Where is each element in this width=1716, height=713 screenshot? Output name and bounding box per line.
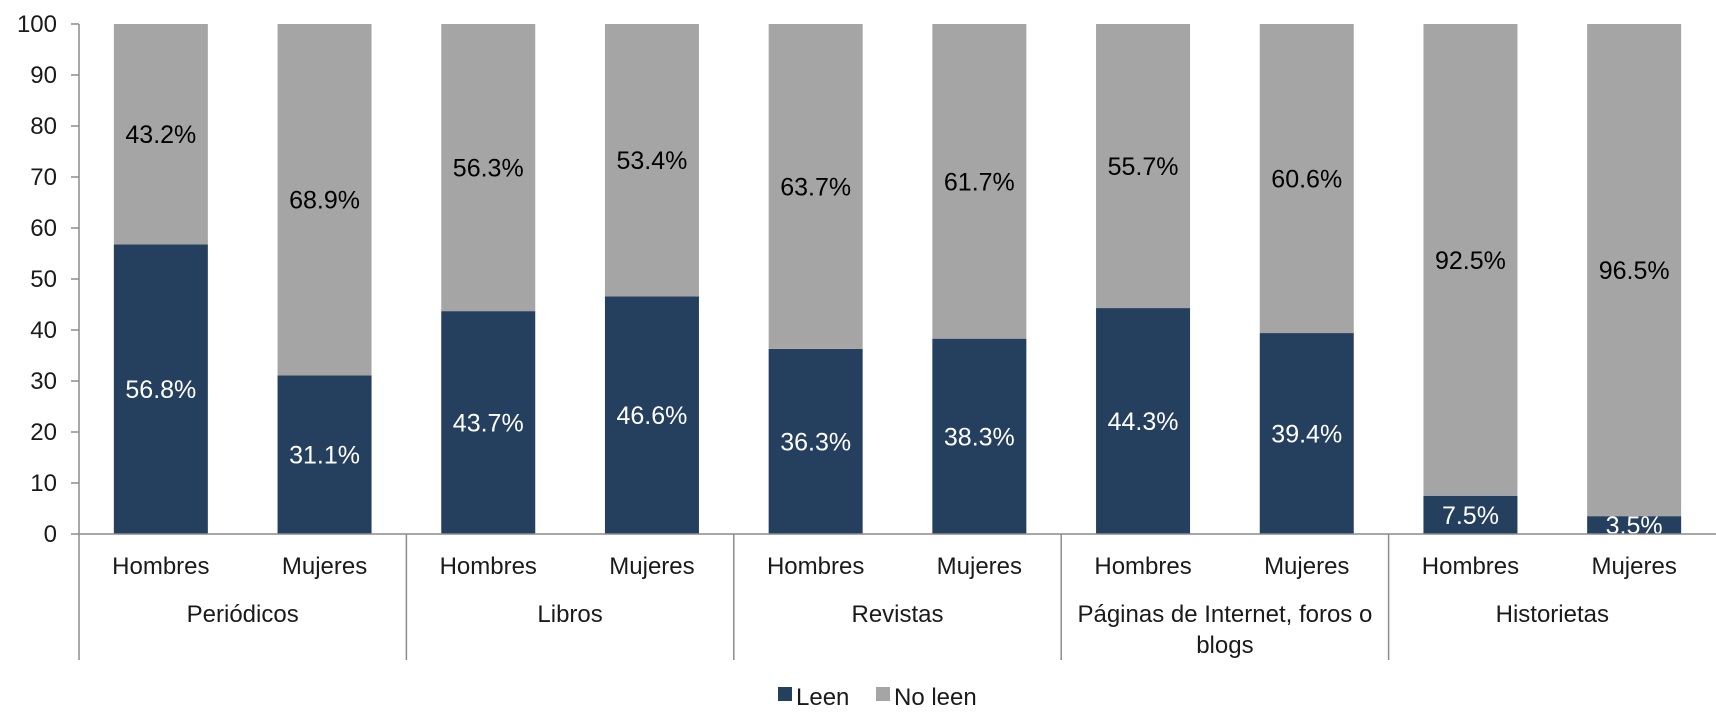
data-label: 53.4% <box>617 147 688 175</box>
x-category-label: Hombres <box>112 553 209 580</box>
x-category-label: Mujeres <box>1264 553 1349 580</box>
x-group-label: Revistas <box>851 601 943 628</box>
data-label: 68.9% <box>289 187 360 215</box>
x-category-label: Hombres <box>440 553 537 580</box>
bars <box>113 24 1682 534</box>
data-label: 56.8% <box>125 376 196 404</box>
data-label: 63.7% <box>780 173 851 201</box>
y-tick-label: 100 <box>17 11 57 38</box>
bar-leen <box>113 244 208 534</box>
bar-leen <box>277 375 372 534</box>
legend-label: Leen <box>796 684 849 708</box>
bar-leen <box>768 348 863 534</box>
y-tick-label: 60 <box>30 215 57 242</box>
y-tick-label: 30 <box>30 368 57 395</box>
bar-no-leen <box>1259 24 1354 334</box>
x-axis: Hombres Mujeres Hombres Mujeres Hombres Mujer… <box>78 533 1716 660</box>
x-group-label: Páginas de Internet, foros o <box>1077 601 1372 628</box>
x-category-label: Mujeres <box>1591 553 1676 580</box>
bar-no-leen <box>277 24 372 376</box>
x-category-label: Hombres <box>1422 553 1519 580</box>
bar-no-leen <box>113 24 208 245</box>
y-tick-label: 90 <box>30 62 57 89</box>
data-label: 61.7% <box>944 168 1015 196</box>
data-label: 56.3% <box>453 155 524 183</box>
data-label: 3.5% <box>1606 512 1663 540</box>
data-label: 96.5% <box>1599 257 1670 285</box>
bar-no-leen <box>1587 24 1682 517</box>
data-label: 44.3% <box>1108 408 1179 436</box>
bar-no-leen <box>441 24 536 312</box>
data-label: 39.4% <box>1271 421 1342 449</box>
x-group-label: blogs <box>1196 632 1253 659</box>
data-label: 60.6% <box>1271 166 1342 194</box>
y-tick-label: 50 <box>30 266 57 293</box>
y-axis: 0 10 20 30 40 50 60 70 80 90 100 <box>17 11 80 548</box>
y-tick-label: 20 <box>30 419 57 446</box>
x-category-label: Mujeres <box>282 553 367 580</box>
x-group-label: Historietas <box>1496 601 1609 628</box>
legend-label: No leen <box>894 684 977 708</box>
bar-leen <box>1423 495 1518 534</box>
data-label: 7.5% <box>1442 502 1499 530</box>
data-label: 31.1% <box>289 442 360 470</box>
data-label: 43.2% <box>125 121 196 149</box>
bar-leen <box>1259 333 1354 534</box>
x-group-label: Periódicos <box>187 601 299 628</box>
bar-no-leen <box>932 24 1027 339</box>
legend-swatch <box>876 687 890 701</box>
bar-leen <box>1096 308 1191 534</box>
data-label: 38.3% <box>944 423 1015 451</box>
data-labels: 56.8% 43.2% 31.1% 68.9% 43.7% 56.3% 46.6% 53.4%… <box>125 121 1669 540</box>
bar-no-leen <box>1423 24 1518 496</box>
data-label: 46.6% <box>617 402 688 430</box>
bar-no-leen <box>768 24 863 349</box>
data-label: 36.3% <box>780 428 851 456</box>
x-category-label: Hombres <box>1094 553 1191 580</box>
y-tick-label: 70 <box>30 164 57 191</box>
bar-leen <box>932 338 1027 534</box>
bar-leen <box>441 311 536 534</box>
legend: Leen No leen <box>778 684 977 711</box>
x-category-label: Mujeres <box>609 553 694 580</box>
bar-leen <box>604 296 699 534</box>
x-category-label: Hombres <box>767 553 864 580</box>
bar-no-leen <box>1096 24 1191 309</box>
bar-no-leen <box>604 24 699 297</box>
data-label: 43.7% <box>453 410 524 438</box>
x-group-label: Libros <box>537 601 602 628</box>
y-tick-label: 10 <box>30 470 57 497</box>
data-label: 55.7% <box>1108 153 1179 181</box>
data-label: 92.5% <box>1435 247 1506 275</box>
y-tick-label: 0 <box>44 521 57 548</box>
x-category-label: Mujeres <box>937 553 1022 580</box>
y-tick-label: 40 <box>30 317 57 344</box>
legend-swatch <box>778 687 792 701</box>
y-tick-label: 80 <box>30 113 57 140</box>
bar-leen <box>1587 516 1682 534</box>
